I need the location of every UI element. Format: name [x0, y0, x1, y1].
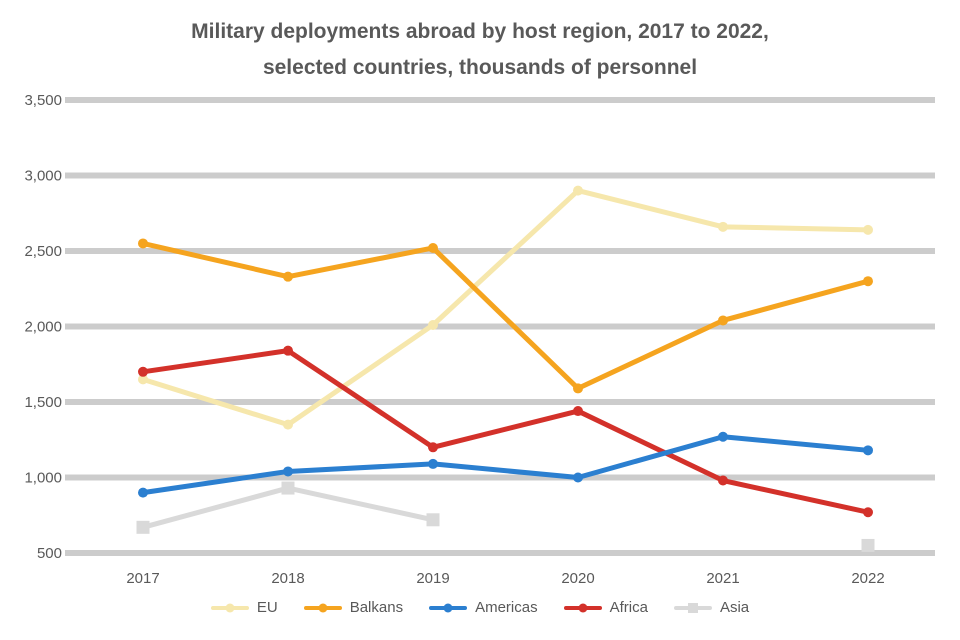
legend-marker-eu: [225, 603, 235, 612]
data-point-asia: [136, 520, 150, 534]
legend-swatch-eu: [210, 603, 249, 612]
data-point-africa: [428, 442, 438, 453]
data-point-eu: [863, 224, 873, 235]
data-point-africa: [138, 366, 148, 377]
data-point-africa: [283, 345, 293, 356]
data-point-balkans: [718, 315, 728, 326]
chart-title-line2: selected countries, thousands of personn…: [262, 56, 698, 79]
data-point-americas: [718, 431, 728, 442]
legend-label-balkans: Balkans: [349, 599, 404, 616]
legend-swatch-asia: [673, 602, 712, 613]
data-point-eu: [718, 221, 728, 232]
series-line-eu: [140, 188, 871, 428]
data-point-asia: [861, 538, 875, 552]
data-point-africa: [718, 475, 728, 486]
series-line-africa: [140, 348, 871, 515]
legend-marker-asia: [687, 602, 698, 613]
legend-item-asia: Asia: [673, 599, 750, 616]
y-tick-label: 3,000: [24, 168, 62, 185]
series-line-americas: [140, 434, 871, 496]
data-point-eu: [283, 419, 293, 430]
x-tick-label: 2018: [271, 570, 304, 587]
data-point-balkans: [283, 271, 293, 282]
chart-legend: EU Balkans Americas Africa Asia: [0, 599, 960, 616]
data-point-balkans: [863, 276, 873, 287]
data-point-balkans: [573, 383, 583, 394]
x-tick-label: 2022: [851, 570, 884, 587]
data-point-eu: [428, 319, 438, 330]
legend-label-americas: Americas: [475, 599, 538, 616]
y-tick-label: 1,500: [24, 394, 62, 411]
legend-marker-africa: [578, 603, 588, 612]
y-tick-label: 2,500: [24, 243, 62, 260]
data-point-eu: [573, 185, 583, 196]
data-point-americas: [863, 445, 873, 456]
legend-marker-balkans: [318, 603, 328, 612]
legend-marker-americas: [443, 603, 453, 612]
x-tick-label: 2017: [126, 570, 159, 587]
data-point-africa: [863, 507, 873, 518]
y-tick-label: 3,500: [24, 92, 62, 109]
data-point-americas: [573, 472, 583, 483]
x-tick-label: 2020: [561, 570, 594, 587]
data-point-asia: [426, 513, 440, 527]
legend-swatch-balkans: [303, 603, 342, 612]
x-tick-label: 2021: [706, 570, 739, 587]
data-point-eu: [138, 374, 148, 385]
y-tick-label: 1,000: [24, 470, 62, 487]
data-point-balkans: [138, 238, 148, 249]
series-line-balkans: [140, 240, 871, 391]
legend-label-asia: Asia: [719, 599, 750, 616]
y-tick-label: 500: [37, 545, 62, 562]
data-point-americas: [428, 458, 438, 469]
x-tick-label: 2019: [416, 570, 449, 587]
data-point-americas: [138, 487, 148, 498]
legend-item-americas: Americas: [429, 599, 538, 616]
legend-item-eu: EU: [210, 599, 278, 616]
legend-label-eu: EU: [256, 599, 278, 616]
data-point-balkans: [428, 242, 438, 253]
y-tick-label: 2,000: [24, 319, 62, 336]
data-point-asia: [281, 481, 295, 495]
chart-title: Military deployments abroad by host regi…: [0, 14, 960, 86]
legend-item-balkans: Balkans: [303, 599, 404, 616]
data-point-africa: [573, 406, 583, 417]
legend-label-africa: Africa: [609, 599, 648, 616]
chart-title-line1: Military deployments abroad by host regi…: [191, 20, 769, 43]
legend-swatch-africa: [563, 603, 602, 612]
legend-swatch-americas: [429, 603, 468, 612]
data-point-americas: [283, 466, 293, 477]
legend-item-africa: Africa: [563, 599, 648, 616]
